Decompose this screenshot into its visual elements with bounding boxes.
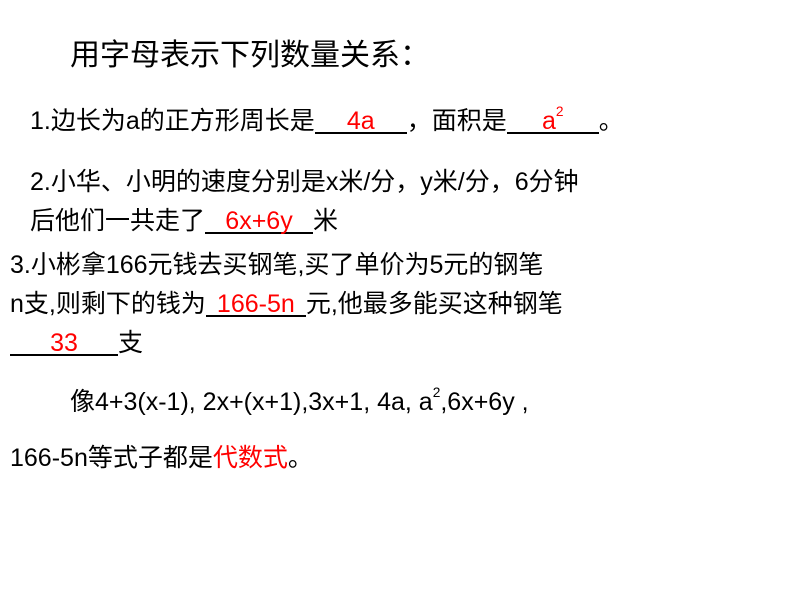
q1-suffix: 。 — [599, 107, 624, 135]
q3-prefix2: n支,则剩下的钱为 — [10, 290, 206, 318]
q3-line1: 3.小彬拿166元钱去买钢笔,买了单价为5元的钢笔 — [10, 251, 543, 279]
q3-blank-1: 166-5n — [206, 285, 306, 317]
summary-line-2: 166-5n等式子都是代数式。 — [10, 439, 790, 478]
q1-answer-1: 4a — [347, 102, 375, 141]
slide-title: 用字母表示下列数量关系： — [70, 30, 800, 74]
q2-answer: 6x+6y — [225, 202, 292, 241]
question-2: 2.小华、小明的速度分别是x米/分，y米/分，6分钟 后他们一共走了6x+6y米 — [30, 163, 770, 241]
q1-mid: ，面积是 — [407, 107, 507, 135]
q3-answer-2: 33 — [50, 324, 78, 363]
summary-2-red: 代数式 — [213, 444, 288, 472]
q2-blank: 6x+6y — [205, 202, 313, 234]
summary-1a: 像4+3(x-1), 2x+(x+1),3x+1, 4a, a — [70, 388, 433, 416]
q1-answer-2: a2 — [542, 102, 564, 141]
summary-line-1: 像4+3(x-1), 2x+(x+1),3x+1, 4a, a2,6x+6y , — [70, 383, 790, 422]
q3-mid2: 元,他最多能买这种钢笔 — [306, 290, 563, 318]
q1-ans2-base: a — [542, 107, 556, 135]
q3-answer-1: 166-5n — [217, 285, 295, 324]
summary-1b: ,6x+6y , — [440, 388, 528, 416]
summary-2a: 166-5n等式子都是 — [10, 444, 213, 472]
q2-suffix2: 米 — [313, 207, 338, 235]
q1-prefix: 1.边长为a的正方形周长是 — [30, 107, 315, 135]
q1-ans2-exp: 2 — [556, 104, 564, 119]
question-1: 1.边长为a的正方形周长是4a，面积是a2。 — [30, 102, 770, 141]
q1-blank-2: a2 — [507, 102, 599, 134]
q2-prefix2: 后他们一共走了 — [30, 207, 205, 235]
summary-2b: 。 — [288, 444, 313, 472]
q3-blank-2: 33 — [10, 324, 118, 356]
question-3: 3.小彬拿166元钱去买钢笔,买了单价为5元的钢笔 n支,则剩下的钱为166-5… — [10, 246, 790, 362]
summary-1-exp: 2 — [433, 385, 441, 400]
q3-suffix3: 支 — [118, 329, 143, 357]
q1-blank-1: 4a — [315, 102, 407, 134]
q2-line1: 2.小华、小明的速度分别是x米/分，y米/分，6分钟 — [30, 168, 579, 196]
slide: 用字母表示下列数量关系： 1.边长为a的正方形周长是4a，面积是a2。 2.小华… — [0, 0, 800, 600]
